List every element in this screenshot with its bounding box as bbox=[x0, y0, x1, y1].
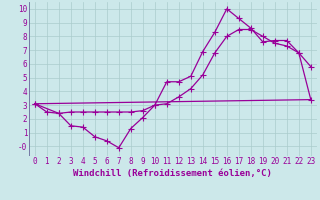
X-axis label: Windchill (Refroidissement éolien,°C): Windchill (Refroidissement éolien,°C) bbox=[73, 169, 272, 178]
